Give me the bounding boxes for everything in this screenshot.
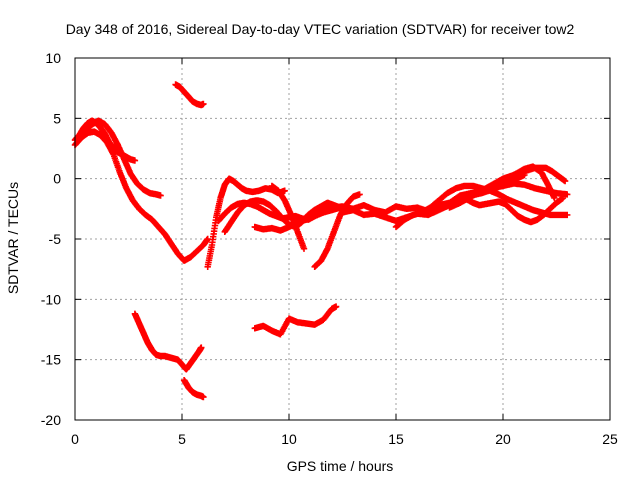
data-point-marks bbox=[71, 128, 211, 264]
y-axis-label: SDTVAR / TECUs bbox=[5, 182, 21, 294]
x-tick-label: 5 bbox=[178, 431, 186, 447]
x-axis-label: GPS time / hours bbox=[287, 458, 394, 474]
x-tick-label: 10 bbox=[281, 431, 297, 447]
y-tick-label: 0 bbox=[53, 171, 61, 187]
data-point-marks bbox=[268, 182, 308, 252]
data-series-arc-d bbox=[172, 81, 207, 109]
y-tick-label: -15 bbox=[41, 352, 61, 368]
data-points bbox=[71, 81, 571, 401]
data-series-arc-c bbox=[82, 117, 164, 199]
y-tick-label: 5 bbox=[53, 110, 61, 126]
data-point-marks bbox=[457, 192, 567, 226]
x-tick-label: 15 bbox=[388, 431, 404, 447]
data-series-arc-k bbox=[268, 182, 308, 252]
axis-ticks: 0 5 10 15 20 25 10 5 0 -5 -10 -15 -20 bbox=[41, 50, 618, 447]
data-series-arc-f bbox=[180, 377, 207, 401]
data-series-arc-r bbox=[478, 163, 558, 202]
data-series-arc-s bbox=[457, 192, 567, 226]
data-point-marks bbox=[180, 377, 207, 401]
data-series-arc-e bbox=[131, 310, 205, 373]
x-tick-label: 25 bbox=[602, 431, 618, 447]
data-point-marks bbox=[131, 310, 205, 373]
y-tick-label: 10 bbox=[45, 50, 61, 66]
x-tick-label: 0 bbox=[71, 431, 79, 447]
data-point-marks bbox=[82, 117, 164, 199]
y-tick-label: -5 bbox=[49, 231, 62, 247]
data-point-marks bbox=[478, 163, 558, 202]
data-point-marks bbox=[172, 81, 207, 109]
data-series-arc-b bbox=[71, 128, 211, 264]
data-series-arc-l bbox=[251, 303, 340, 338]
x-tick-label: 20 bbox=[495, 431, 511, 447]
grid-lines bbox=[75, 58, 610, 420]
chart-title: Day 348 of 2016, Sidereal Day-to-day VTE… bbox=[66, 21, 575, 37]
y-tick-label: -10 bbox=[41, 291, 61, 307]
data-point-marks bbox=[251, 303, 340, 338]
y-tick-label: -20 bbox=[41, 412, 61, 428]
